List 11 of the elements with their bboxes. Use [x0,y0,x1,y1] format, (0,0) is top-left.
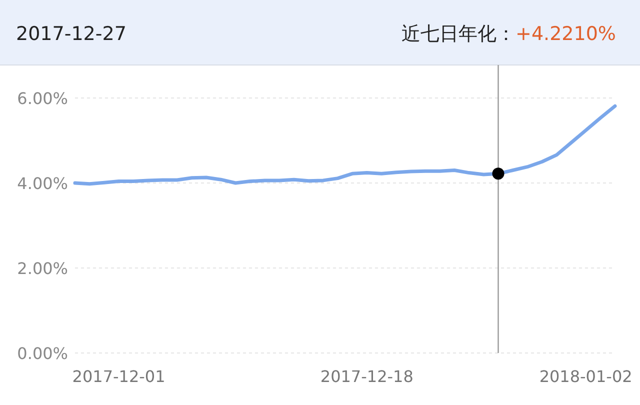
text: 近七日年化： [402,23,516,45]
x-tick-label: 2018-01-02 [539,367,632,386]
y-tick-label: 0.00% [17,344,68,363]
y-tick-label: 4.00% [17,174,68,193]
line-series [73,104,617,186]
chart-title: 2017-12-27 [16,23,126,45]
y-tick-label: 2.00% [17,259,68,278]
text: +4.2210% [516,23,616,45]
x-tick-label: 2017-12-18 [320,367,414,386]
y-tick-label: 6.00% [17,89,68,108]
x-tick-label: 2017-12-01 [72,367,166,386]
